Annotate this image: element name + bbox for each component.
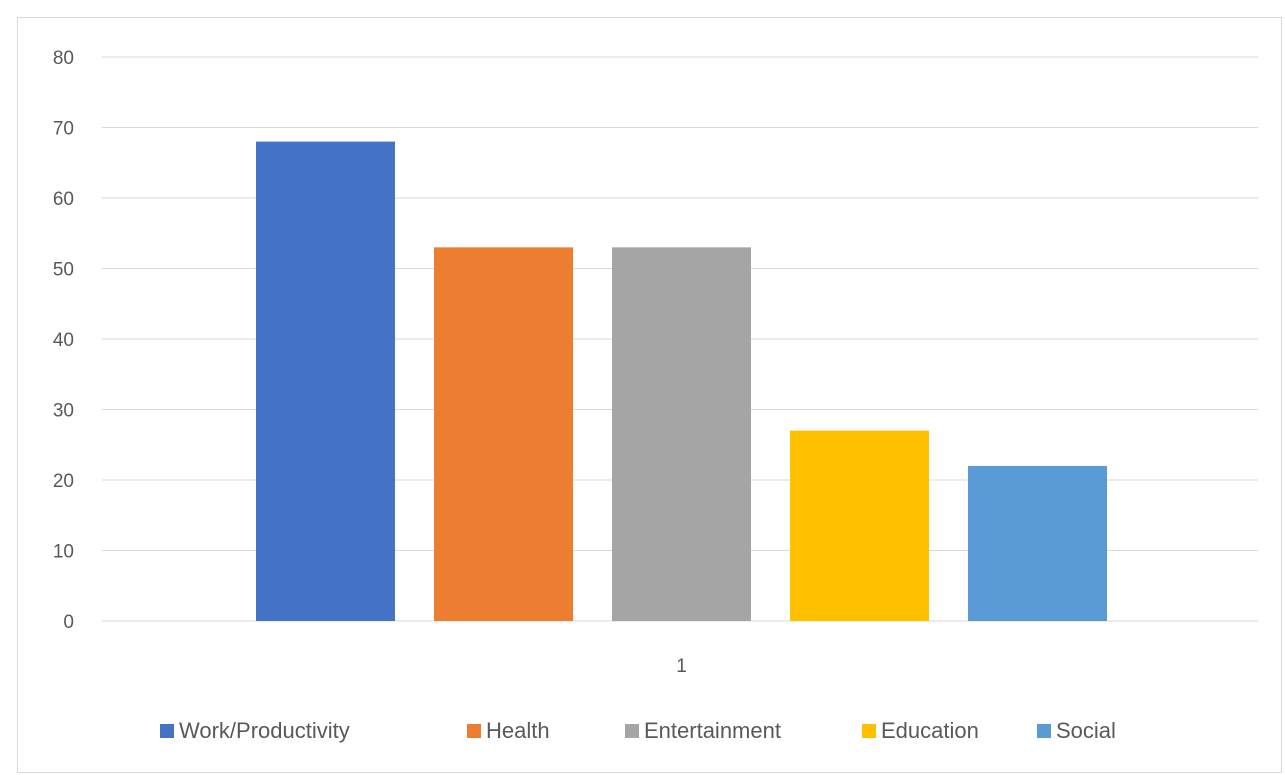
x-tick-label: 1 <box>676 656 687 677</box>
y-axis-tick-labels: 0 10 20 30 40 50 60 70 80 <box>53 48 74 633</box>
legend: Work/Productivity Health Entertainment Educ… <box>160 718 1116 743</box>
bar-education <box>790 430 929 621</box>
y-tick-label: 20 <box>53 471 74 492</box>
legend-label: Education <box>881 718 979 743</box>
bars <box>256 141 1107 621</box>
bar-health <box>434 247 573 621</box>
legend-swatch <box>862 724 876 738</box>
legend-item-education: Education <box>862 718 979 743</box>
legend-swatch <box>467 724 481 738</box>
y-tick-label: 30 <box>53 401 74 422</box>
legend-label: Social <box>1056 718 1116 743</box>
y-tick-label: 70 <box>53 119 74 140</box>
bar-social <box>968 465 1107 621</box>
legend-swatch <box>160 724 174 738</box>
legend-item-social: Social <box>1037 718 1116 743</box>
y-tick-label: 10 <box>53 542 74 563</box>
y-tick-label: 80 <box>53 48 74 69</box>
legend-item-work-productivity: Work/Productivity <box>160 718 350 743</box>
legend-swatch <box>625 724 639 738</box>
legend-swatch <box>1037 724 1051 738</box>
bar-entertainment <box>612 247 751 621</box>
y-tick-label: 60 <box>53 189 74 210</box>
y-tick-label: 0 <box>63 612 74 633</box>
y-tick-label: 50 <box>53 260 74 281</box>
legend-item-health: Health <box>467 718 550 743</box>
bar-work-productivity <box>256 141 395 621</box>
legend-label: Work/Productivity <box>179 718 350 743</box>
y-tick-label: 40 <box>53 330 74 351</box>
legend-label: Health <box>486 718 550 743</box>
legend-label: Entertainment <box>644 718 781 743</box>
x-axis-tick-labels: 1 <box>676 656 687 677</box>
legend-item-entertainment: Entertainment <box>625 718 781 743</box>
